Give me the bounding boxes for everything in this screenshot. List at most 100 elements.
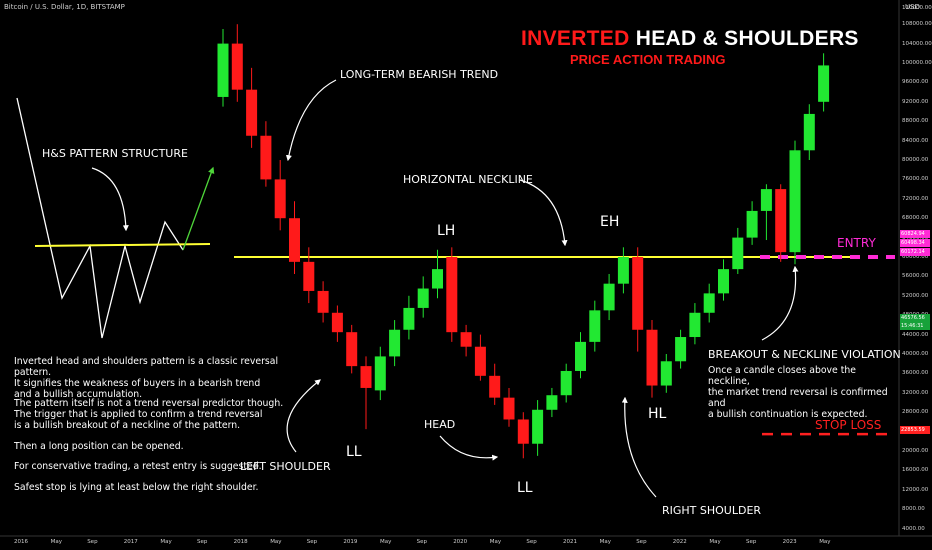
x-tick-label: 2016 <box>14 539 28 545</box>
bearish-candle <box>231 43 243 90</box>
price-label-entry-bottom: 60172.14 <box>900 248 930 256</box>
bullish-candle <box>589 310 601 342</box>
y-tick-label: 76000.00 <box>902 176 929 183</box>
y-tick-label: 104000.00 <box>902 40 932 47</box>
arrow-right-shoulder <box>621 396 657 498</box>
arrow-left-shoulder <box>286 379 321 453</box>
pivot-eh: EH <box>600 214 620 230</box>
bearish-candle <box>503 397 515 420</box>
y-tick-label: 40000.00 <box>902 351 929 357</box>
x-tick-label: Sep <box>197 539 208 545</box>
bearish-candle <box>317 290 329 313</box>
stop-loss-label: STOP LOSS <box>815 418 882 432</box>
label-head: HEAD <box>424 418 456 431</box>
bullish-candle <box>575 341 586 371</box>
chart-symbol-header: Bitcoin / U.S. Dollar, 1D, BITSTAMP <box>4 3 125 11</box>
bullish-candle <box>603 283 615 311</box>
bearish-candle <box>303 261 315 291</box>
y-tick-label: 32000.00 <box>902 389 929 396</box>
x-tick-label: May <box>160 539 172 545</box>
bearish-candle <box>360 366 372 388</box>
bullish-candle <box>546 395 558 410</box>
description-paragraph-4: For conservative trading, a retest entry… <box>14 461 262 472</box>
y-tick-label: 72000.00 <box>902 195 929 202</box>
bearish-candle <box>646 329 658 386</box>
y-tick-label: 108000.00 <box>902 21 932 28</box>
bullish-candle <box>818 65 830 102</box>
bearish-candle <box>446 257 458 333</box>
x-tick-label: 2023 <box>782 539 797 545</box>
pattern-zigzag <box>16 97 184 339</box>
label-left-shoulder: LEFT SHOULDER <box>240 460 331 473</box>
description-paragraph-2: The pattern itself is not a trend revers… <box>14 398 284 431</box>
bullish-candle <box>746 210 758 238</box>
bullish-candle <box>532 409 544 444</box>
chart-title: INVERTED HEAD & SHOULDERS <box>521 27 859 51</box>
bullish-candle <box>560 370 572 396</box>
x-tick-label: May <box>270 539 282 545</box>
arrow-breakout <box>761 265 799 341</box>
y-tick-label: 4000.00 <box>902 525 925 532</box>
title-part-head-shoulders: HEAD & SHOULDERS <box>629 27 859 50</box>
bearish-candle <box>274 179 286 219</box>
y-tick-label: 80000.00 <box>902 157 929 163</box>
x-tick-label: May <box>599 539 611 545</box>
bullish-candle <box>432 269 443 289</box>
y-tick-label: 12000.00 <box>902 486 929 493</box>
bearish-candle <box>346 332 358 367</box>
bearish-candle <box>474 346 486 376</box>
label-breakout-title: BREAKOUT & NECKLINE VIOLATION <box>708 348 901 361</box>
y-tick-label: 8000.00 <box>902 506 925 513</box>
y-tick-label: 96000.00 <box>902 79 929 86</box>
x-tick-label: Sep <box>526 539 537 545</box>
x-tick-label: Sep <box>306 539 318 545</box>
chart-subtitle: PRICE ACTION TRADING <box>570 52 726 67</box>
y-tick-label: 20000.00 <box>902 448 929 454</box>
x-tick-label: 2021 <box>563 539 577 545</box>
x-tick-label: Sep <box>636 539 647 545</box>
arrow-pattern-structure <box>91 167 129 232</box>
pivot-ll-head: LL <box>517 480 533 496</box>
bearish-candle <box>246 89 258 136</box>
pivot-lh: LH <box>437 223 456 239</box>
description-paragraph-5: Safest stop is lying at least below the … <box>14 482 259 493</box>
bullish-candle <box>675 337 687 362</box>
x-tick-label: May <box>709 539 721 545</box>
price-label-entry-mid: 60498.34 <box>900 239 930 247</box>
x-tick-label: 2017 <box>123 539 138 545</box>
x-tick-label: 2019 <box>343 539 358 545</box>
bullish-candle <box>389 329 401 357</box>
y-tick-label: 52000.00 <box>902 292 929 299</box>
pattern-breakout-arrow <box>182 166 215 251</box>
x-tick-label: Sep <box>87 539 98 545</box>
bullish-candle <box>718 269 729 294</box>
y-tick-label: 56000.00 <box>902 273 929 280</box>
bearish-candle <box>775 189 787 253</box>
bullish-candle <box>803 113 815 151</box>
arrow-bearish-trend <box>285 79 337 162</box>
bullish-candle <box>617 257 629 284</box>
bullish-candle <box>403 307 415 330</box>
y-tick-label: 60000.00 <box>902 254 929 260</box>
entry-label: ENTRY <box>837 236 876 250</box>
x-tick-label: May <box>819 539 831 545</box>
pattern-structure-diagram <box>16 97 215 339</box>
label-right-shoulder: RIGHT SHOULDER <box>662 504 762 517</box>
description-paragraph-3: Then a long position can be opened. <box>14 441 184 452</box>
bullish-candle <box>417 288 429 308</box>
bearish-candle <box>331 312 343 333</box>
bearish-candle <box>517 419 529 444</box>
y-tick-label: 68000.00 <box>902 215 929 222</box>
y-tick-label: 92000.00 <box>902 98 929 105</box>
pattern-neckline <box>34 243 211 247</box>
pivot-ll-left: LL <box>346 444 362 460</box>
x-tick-label: Sep <box>416 539 427 545</box>
y-tick-label: 110000.00 <box>902 5 932 11</box>
bearish-candle <box>489 375 501 398</box>
bullish-candle <box>374 356 386 391</box>
y-tick-label: 88000.00 <box>902 118 929 125</box>
y-tick-label: 44000.00 <box>902 331 929 338</box>
candles <box>217 24 830 459</box>
y-tick-label: 100000.00 <box>902 60 932 66</box>
